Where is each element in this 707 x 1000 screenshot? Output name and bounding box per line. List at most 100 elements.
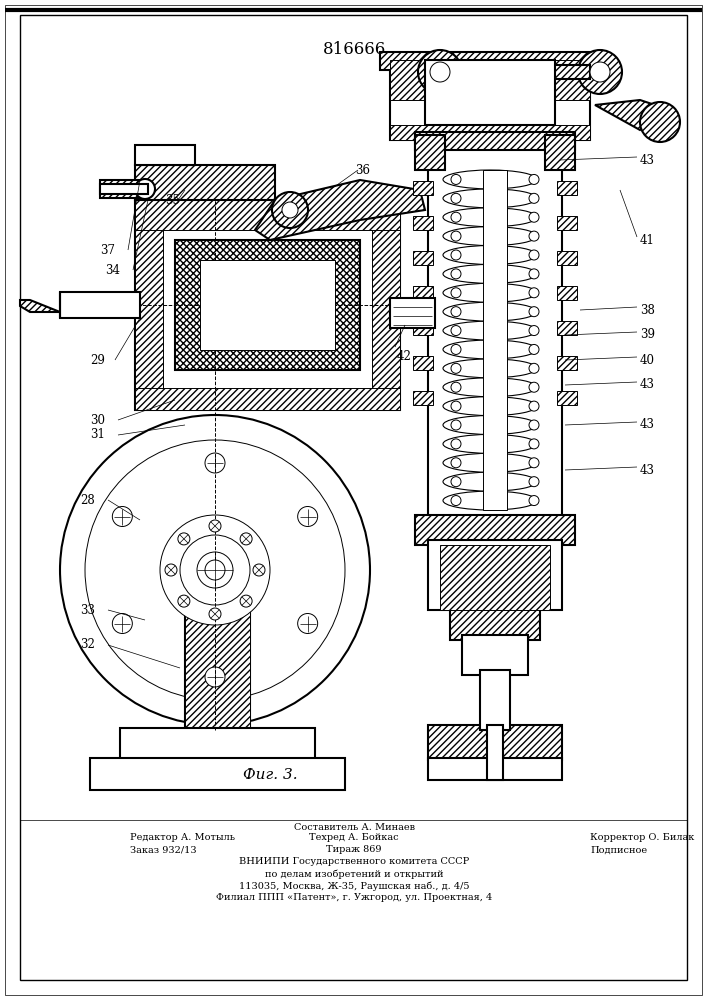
Circle shape [529, 344, 539, 354]
Text: 816666: 816666 [322, 41, 385, 58]
Bar [440, 545, 550, 610]
Ellipse shape [443, 453, 537, 472]
Circle shape [451, 363, 461, 373]
Bar [185, 570, 250, 730]
Bar [557, 251, 577, 265]
Bar [200, 260, 335, 350]
Bar [390, 298, 435, 328]
Circle shape [451, 174, 461, 184]
Circle shape [529, 477, 539, 487]
Circle shape [451, 307, 461, 317]
Text: 31: 31 [90, 428, 105, 442]
Bar [135, 200, 400, 410]
Polygon shape [20, 300, 60, 312]
Circle shape [165, 564, 177, 576]
Circle shape [112, 613, 132, 634]
Text: 28: 28 [80, 493, 95, 506]
Circle shape [160, 515, 270, 625]
Bar [428, 135, 448, 520]
Circle shape [85, 440, 345, 700]
Bar [542, 135, 562, 520]
Circle shape [529, 250, 539, 260]
Bar [557, 321, 577, 335]
Circle shape [529, 363, 539, 373]
Circle shape [298, 614, 317, 634]
Circle shape [529, 401, 539, 411]
Bar [413, 251, 433, 265]
Polygon shape [255, 180, 425, 240]
Bar [428, 135, 562, 520]
Circle shape [209, 608, 221, 620]
Circle shape [60, 415, 370, 725]
Bar [120, 728, 315, 760]
Bar [555, 60, 590, 100]
Text: 35: 35 [165, 194, 180, 207]
Text: 39: 39 [640, 328, 655, 342]
Bar [413, 391, 433, 405]
Circle shape [451, 496, 461, 506]
Circle shape [430, 62, 450, 82]
Bar [425, 60, 555, 125]
Circle shape [529, 458, 539, 468]
Text: Заказ 932/13: Заказ 932/13 [130, 846, 197, 854]
Text: Филиал ППП «Патент», г. Ужгород, ул. Проектная, 4: Филиал ППП «Патент», г. Ужгород, ул. Про… [216, 894, 492, 902]
Bar [415, 132, 575, 150]
Circle shape [451, 401, 461, 411]
Bar [372, 200, 400, 410]
Text: 43: 43 [640, 418, 655, 432]
Circle shape [529, 231, 539, 241]
Circle shape [529, 212, 539, 222]
Circle shape [529, 288, 539, 298]
Bar [135, 165, 275, 200]
Circle shape [451, 477, 461, 487]
Circle shape [451, 288, 461, 298]
Ellipse shape [443, 246, 537, 264]
Circle shape [205, 667, 225, 687]
Bar [450, 605, 540, 640]
Circle shape [451, 420, 461, 430]
Circle shape [240, 533, 252, 545]
Text: 40: 40 [640, 354, 655, 366]
Circle shape [529, 420, 539, 430]
Text: 33: 33 [80, 603, 95, 616]
Bar [428, 540, 562, 610]
Bar [460, 65, 590, 79]
Circle shape [205, 453, 225, 473]
Text: 113035, Москва, Ж-35, Раушская наб., д. 4/5: 113035, Москва, Ж-35, Раушская наб., д. … [239, 881, 469, 891]
Bar [135, 145, 195, 165]
Ellipse shape [443, 264, 537, 283]
Circle shape [272, 192, 308, 228]
Circle shape [178, 533, 190, 545]
Bar [100, 184, 148, 194]
Bar [413, 216, 433, 230]
Circle shape [253, 564, 265, 576]
Bar [90, 758, 345, 790]
Circle shape [209, 520, 221, 532]
Bar [390, 60, 425, 100]
Circle shape [240, 595, 252, 607]
Ellipse shape [443, 189, 537, 208]
Circle shape [451, 382, 461, 392]
Circle shape [529, 174, 539, 184]
Ellipse shape [443, 302, 537, 321]
Text: 43: 43 [640, 464, 655, 477]
Circle shape [298, 506, 317, 526]
Bar [135, 200, 400, 230]
Text: 29: 29 [90, 354, 105, 366]
Bar [557, 286, 577, 300]
Text: Составитель А. Минаев: Составитель А. Минаев [293, 822, 414, 832]
Circle shape [451, 193, 461, 203]
Circle shape [451, 344, 461, 354]
Circle shape [282, 202, 298, 218]
Circle shape [529, 439, 539, 449]
Text: ВНИИПИ Государственного комитета СССР: ВНИИПИ Государственного комитета СССР [239, 857, 469, 866]
Bar [480, 670, 510, 730]
Circle shape [451, 439, 461, 449]
Bar [557, 216, 577, 230]
Text: Тираж 869: Тираж 869 [326, 846, 382, 854]
Circle shape [529, 326, 539, 336]
Circle shape [590, 62, 610, 82]
Bar [415, 135, 445, 170]
Ellipse shape [443, 472, 537, 491]
Bar [135, 145, 195, 165]
